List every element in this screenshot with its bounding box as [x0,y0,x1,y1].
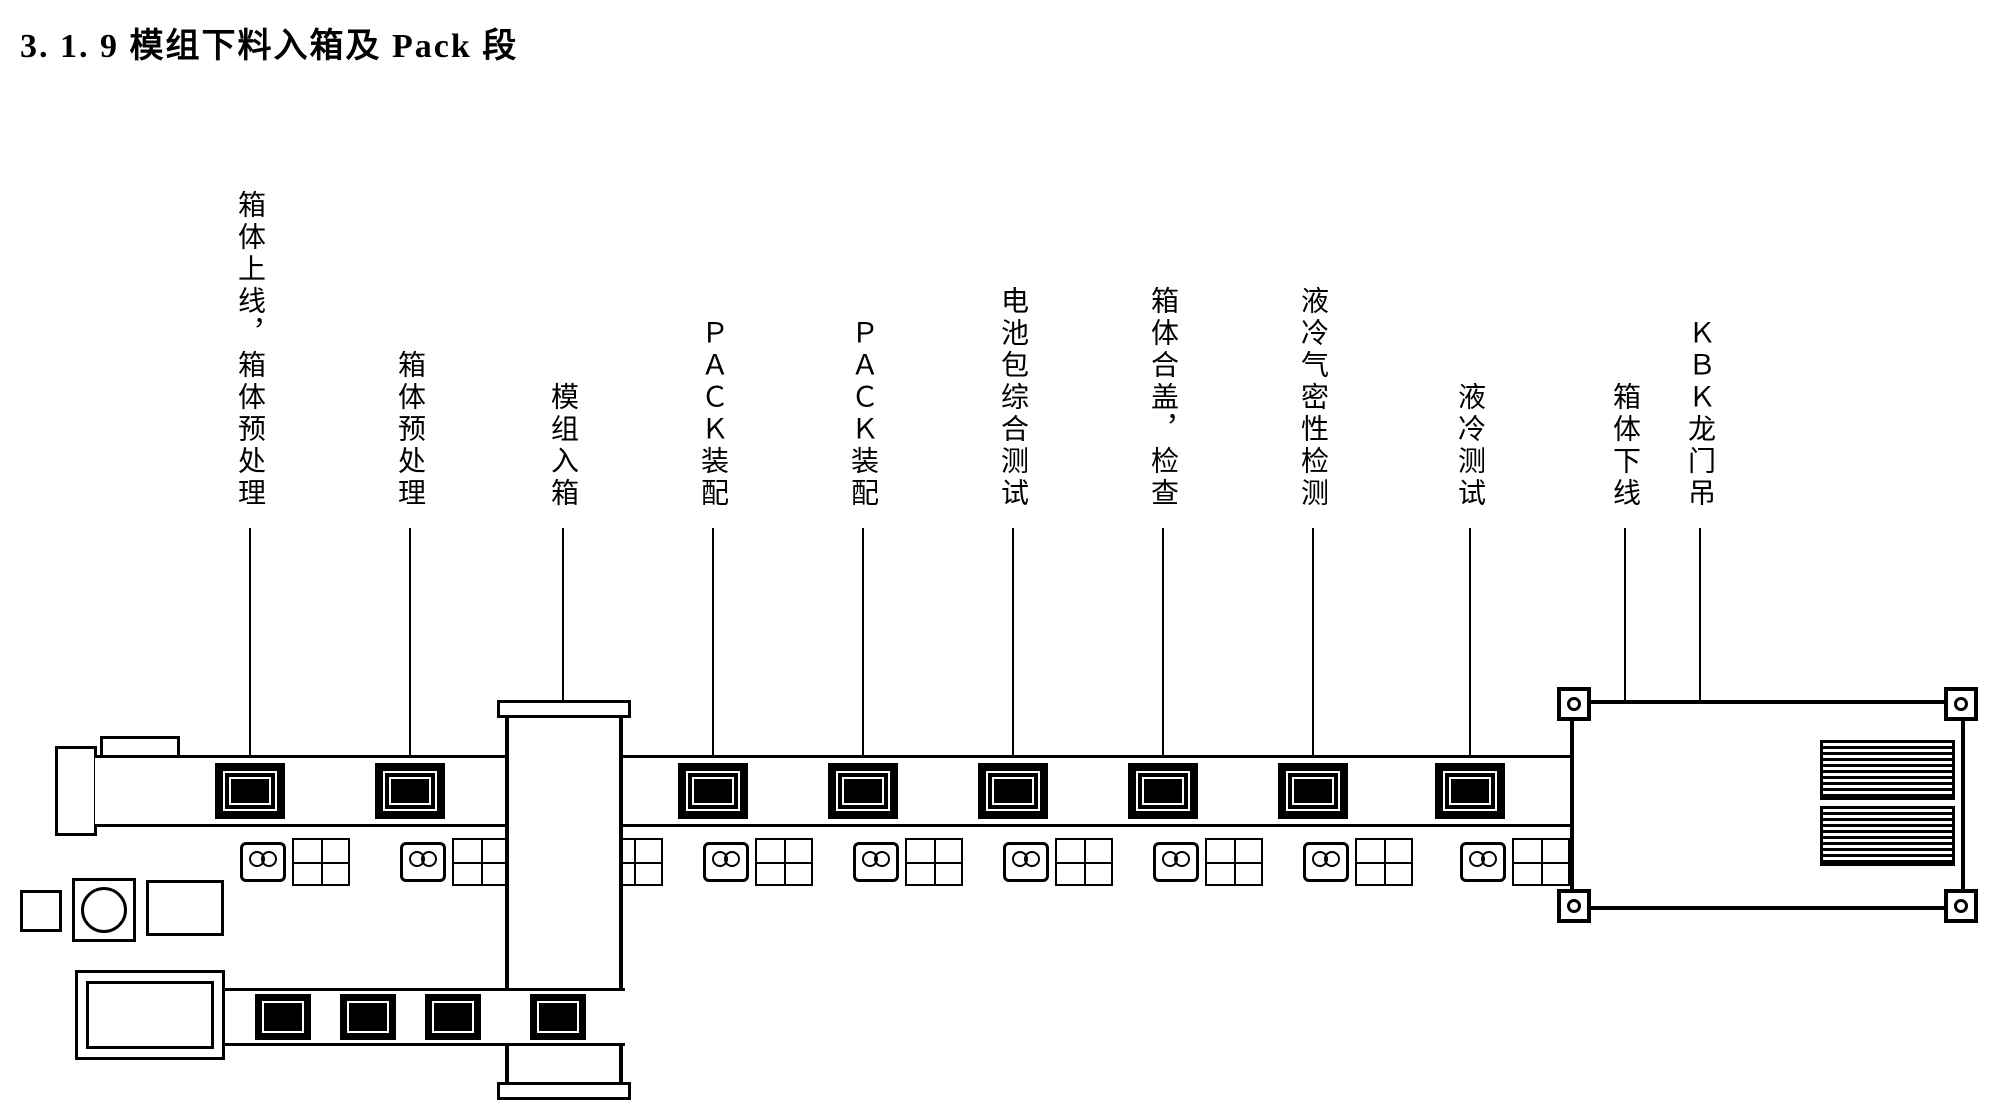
kbk-load-area-2 [1820,806,1955,866]
kbk-corner [1557,889,1591,923]
station-label: 电池包综合测试 [998,286,1028,510]
station-label: ＰＡＣＫ装配 [698,318,728,510]
vframe-top-bar [497,700,631,718]
conveyor-station [1278,763,1348,819]
station-label: 箱体预处理 [395,350,425,510]
station-label: 模组入箱 [548,382,578,510]
lower-station [340,994,396,1040]
station-base [400,838,510,886]
leader-line [249,528,251,755]
conveyor-station [375,763,445,819]
kbk-gantry-frame [1570,700,1965,910]
leader-line [1469,528,1471,755]
station-label: 箱体上线，箱体预处理 [235,190,265,510]
station-label: 液冷气密性检测 [1298,286,1328,510]
lower-station [425,994,481,1040]
lower-machine [75,970,225,1060]
kbk-corner [1944,687,1978,721]
conveyor-station [215,763,285,819]
left-end-cap [55,746,97,836]
conveyor-station [678,763,748,819]
conveyor-station [1128,763,1198,819]
station-label: 箱体下线 [1610,382,1640,510]
station-label: ＰＡＣＫ装配 [848,318,878,510]
kbk-corner [1557,687,1591,721]
station-base [703,838,813,886]
station-label: 液冷测试 [1455,382,1485,510]
conveyor-station [828,763,898,819]
leader-line [409,528,411,755]
station-base [1153,838,1263,886]
station-base [1303,838,1413,886]
aux-rect [146,880,224,936]
lower-station [255,994,311,1040]
kbk-load-area-1 [1820,740,1955,800]
aux-circle-box [72,878,136,942]
leader-line [1162,528,1164,755]
leader-line [1312,528,1314,755]
aux-square [20,890,62,932]
station-label: 箱体合盖，检查 [1148,286,1178,510]
kbk-corner [1944,889,1978,923]
conveyor-station [1435,763,1505,819]
leader-line [862,528,864,755]
station-base [1460,838,1570,886]
station-base [853,838,963,886]
aux-circle [81,887,127,933]
station-label: ＫＢＫ龙门吊 [1685,318,1715,510]
section-title: 3. 1. 9 模组下料入箱及 Pack 段 [20,18,518,67]
vframe-bottom-bar [497,1082,631,1100]
conveyor-station [978,763,1048,819]
station-base [240,838,350,886]
leader-line [712,528,714,755]
lower-station [530,994,586,1040]
station-base [1003,838,1113,886]
leader-line [1012,528,1014,755]
